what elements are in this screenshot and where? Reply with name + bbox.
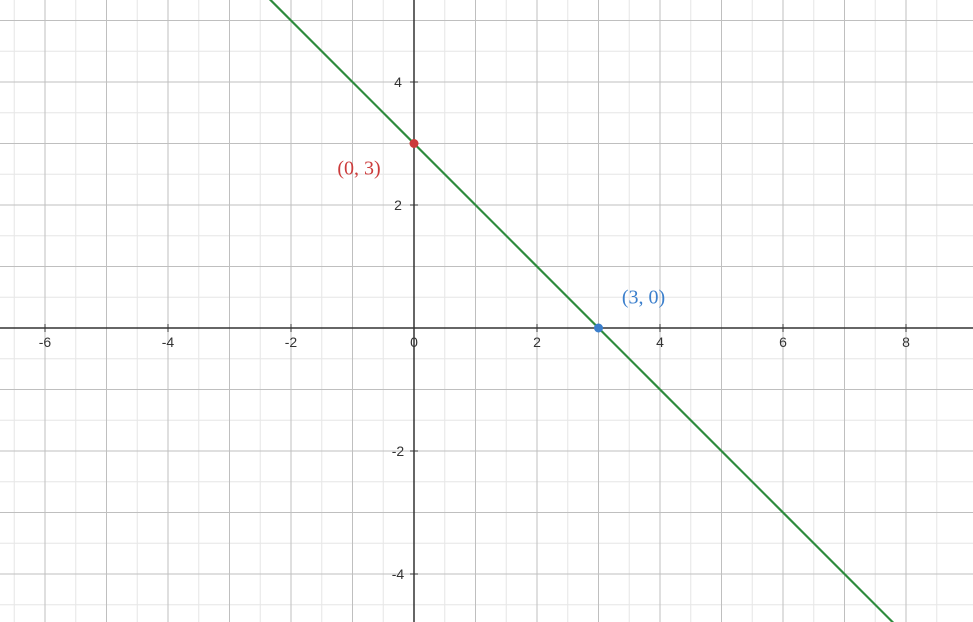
x-tick-label: 2 bbox=[533, 334, 541, 350]
x-tick-label: -4 bbox=[162, 334, 174, 350]
x-tick-label: 8 bbox=[902, 334, 910, 350]
plotted-line bbox=[0, 0, 955, 622]
x-tick-label: 4 bbox=[656, 334, 664, 350]
y-tick-label: 4 bbox=[394, 74, 402, 90]
coordinate-plane-chart: -6 -4 -2 0 2 4 6 8 -4 -2 2 4 (0, 3) (3, 0) bbox=[0, 0, 973, 622]
x-tick-label: -6 bbox=[39, 334, 51, 350]
point-label-0: (0, 3) bbox=[337, 157, 380, 180]
point-marker-1 bbox=[595, 324, 603, 332]
chart-svg bbox=[0, 0, 973, 622]
x-tick-label: -2 bbox=[285, 334, 297, 350]
y-tick-label: 2 bbox=[394, 197, 402, 213]
point-marker-0 bbox=[410, 140, 418, 148]
x-tick-label: 6 bbox=[779, 334, 787, 350]
x-tick-label: 0 bbox=[410, 334, 418, 350]
point-label-1: (3, 0) bbox=[622, 287, 665, 310]
y-tick-label: -2 bbox=[392, 443, 404, 459]
y-tick-label: -4 bbox=[392, 566, 404, 582]
